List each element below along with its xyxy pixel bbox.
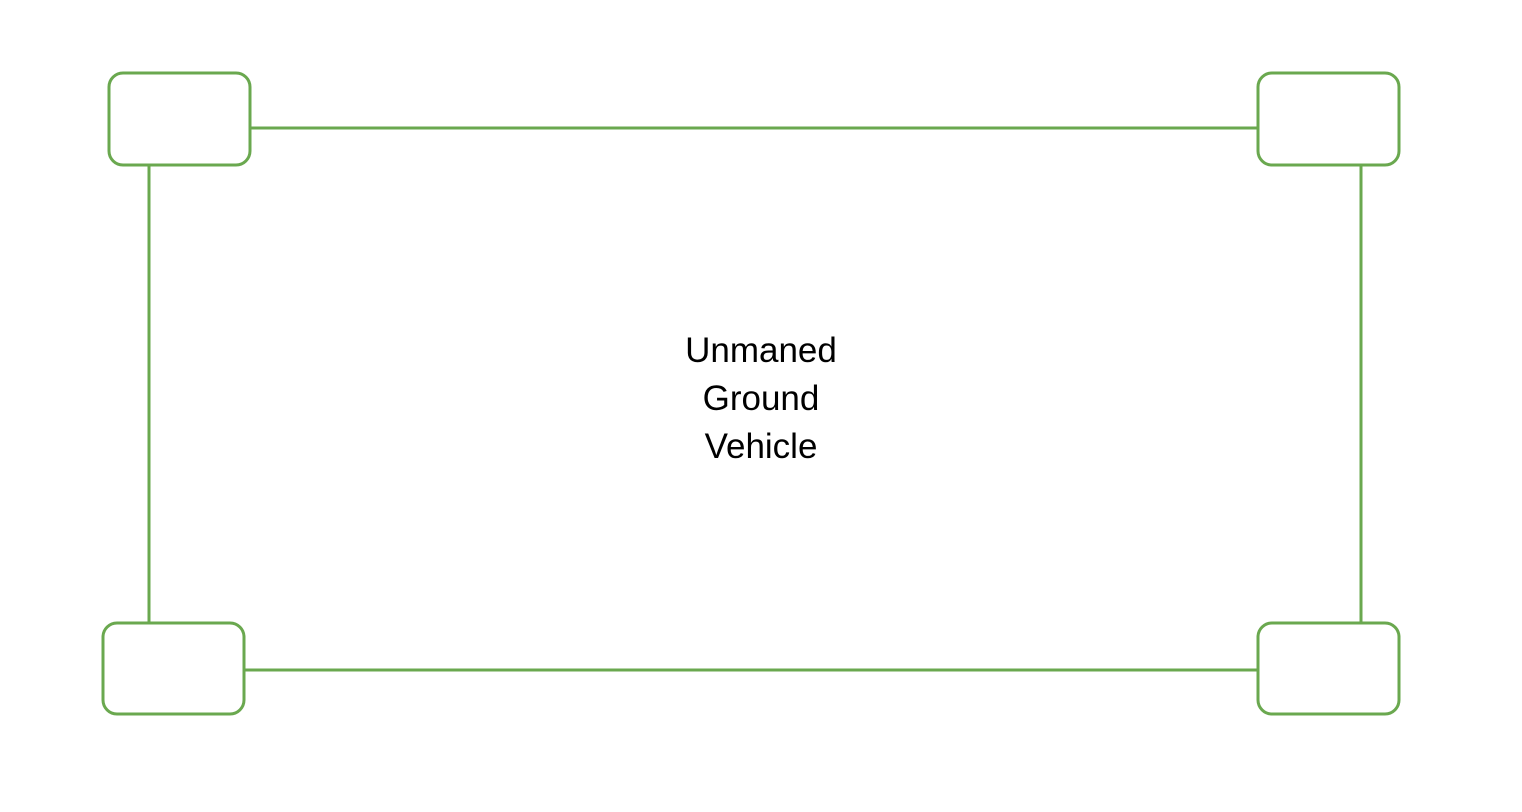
vehicle-label-line-3: Vehicle [704, 427, 818, 466]
wheel-rear-left [101, 621, 246, 716]
wheel-front-right [1256, 71, 1401, 167]
wheel-front-left [107, 71, 252, 167]
wheel-rear-right [1256, 621, 1401, 716]
vehicle-label: Unmaned Ground Vehicle [0, 327, 1522, 471]
vehicle-label-line-1: Unmaned [685, 331, 837, 370]
vehicle-label-line-2: Ground [702, 379, 820, 418]
